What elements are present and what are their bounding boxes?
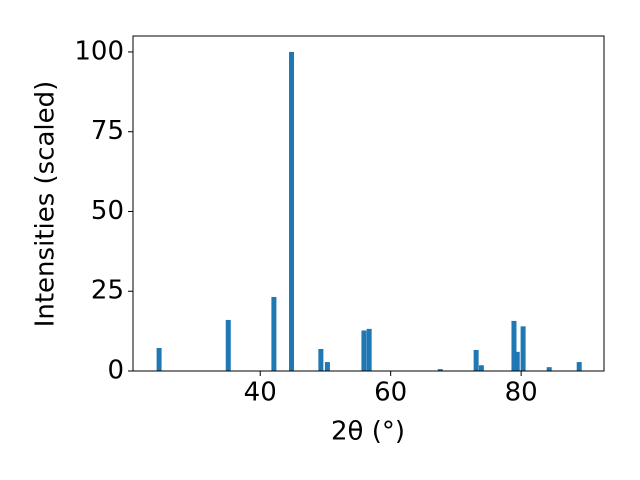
y-tick-label: 75 (91, 116, 124, 146)
bar (289, 51, 295, 371)
bar (324, 362, 330, 371)
x-axis-label: 2θ (°) (331, 417, 405, 447)
bar (514, 351, 520, 371)
bar (520, 326, 526, 371)
y-tick-label: 50 (91, 196, 124, 226)
bar (511, 320, 517, 371)
y-tick-label: 25 (91, 276, 124, 306)
plot-frame (132, 35, 605, 372)
bar (318, 348, 324, 371)
x-tick-label: 80 (505, 378, 538, 408)
bar (156, 348, 162, 371)
x-tick-label: 60 (374, 378, 407, 408)
y-axis-label: Intensities (scaled) (31, 81, 61, 328)
bar (366, 328, 372, 371)
bar (225, 319, 231, 371)
bar (478, 365, 484, 371)
x-tick-label: 40 (244, 378, 277, 408)
y-tick-label: 100 (74, 36, 124, 66)
bar (361, 330, 367, 371)
bar (437, 369, 443, 371)
bar (576, 362, 582, 371)
y-tick-label: 0 (107, 356, 124, 386)
bar (271, 296, 277, 371)
bar (546, 367, 552, 371)
bar (473, 349, 479, 371)
